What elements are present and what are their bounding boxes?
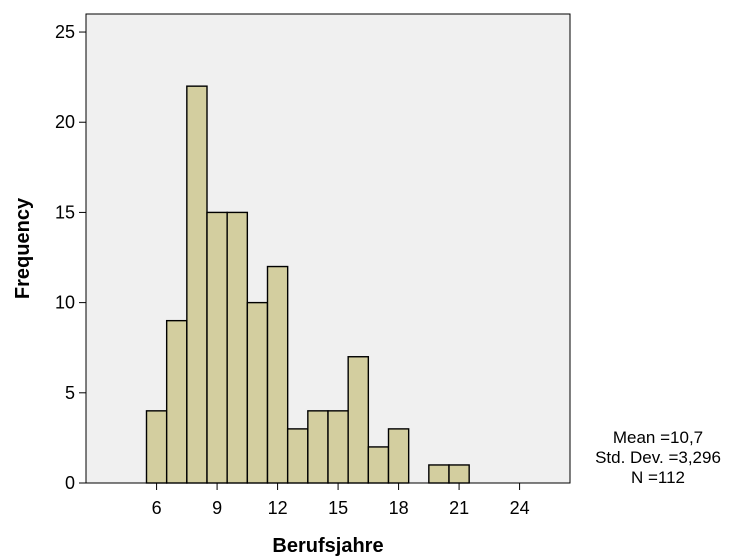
histogram-bar [206, 211, 228, 484]
histogram-bar [226, 211, 249, 484]
histogram-bar [165, 319, 188, 484]
y-tick-label: 20 [55, 112, 75, 132]
stats-box: Mean =10,7 Std. Dev. =3,296 N =112 [595, 428, 721, 487]
histogram-bar [367, 446, 390, 484]
x-tick-label: 15 [328, 498, 348, 518]
y-tick-label: 10 [55, 293, 75, 313]
stats-mean: Mean =10,7 [613, 428, 703, 447]
y-tick-label: 25 [55, 22, 75, 42]
histogram-bar [186, 85, 208, 484]
y-tick-label: 5 [65, 383, 75, 403]
x-axis: 6 9 12 15 18 21 24 [152, 483, 530, 518]
histogram-bar [327, 410, 349, 484]
x-tick-label: 12 [268, 498, 288, 518]
histogram-bar [286, 428, 309, 484]
y-tick-label: 15 [55, 202, 75, 222]
y-axis: 0 5 10 15 20 25 [55, 22, 86, 493]
stats-std-dev: Std. Dev. =3,296 [595, 448, 721, 467]
bars-group [145, 85, 470, 484]
x-tick-label: 18 [389, 498, 409, 518]
x-tick-label: 21 [449, 498, 469, 518]
x-tick-label: 9 [212, 498, 222, 518]
histogram-bar [428, 464, 450, 484]
histogram-bar [145, 410, 168, 484]
histogram-bar [448, 464, 470, 484]
x-tick-label: 24 [510, 498, 530, 518]
histogram-bar [266, 265, 289, 484]
x-axis-title: Berufsjahre [272, 535, 383, 557]
plot-frame [85, 13, 571, 484]
histogram-bar [387, 428, 410, 484]
y-axis-title: Frequency [12, 197, 34, 299]
histogram-bar [347, 356, 370, 484]
x-tick-label: 6 [152, 498, 162, 518]
histogram-bar [246, 301, 269, 484]
y-tick-label: 0 [65, 473, 75, 493]
stats-n: N =112 [631, 468, 685, 487]
histogram-bar [307, 410, 329, 484]
